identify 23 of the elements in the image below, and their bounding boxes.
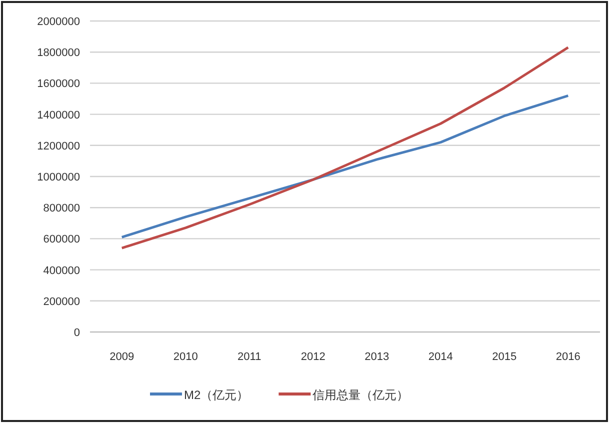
x-tick-label: 2016 — [556, 351, 580, 363]
y-tick-label: 400000 — [43, 264, 80, 277]
y-tick-label: 2000000 — [37, 16, 80, 28]
y-tick-label: 1000000 — [37, 172, 80, 184]
y-tick-label: 600000 — [43, 234, 80, 246]
y-tick-label: 800000 — [43, 202, 80, 215]
y-tick-label: 1200000 — [37, 140, 80, 152]
line-series — [120, 94, 570, 238]
line-series — [120, 46, 570, 250]
legend-label: 信用总量（亿元） — [312, 388, 409, 402]
y-tick-label: 1600000 — [37, 78, 80, 90]
x-tick-label: 2013 — [364, 351, 390, 363]
x-tick-label: 2011 — [238, 351, 262, 363]
x-tick-label: 2009 — [110, 351, 134, 363]
x-tick-label: 2015 — [492, 351, 517, 363]
y-tick-label: 200000 — [43, 296, 80, 308]
y-tick-label: 1800000 — [37, 47, 80, 60]
x-tick-label: 2012 — [300, 351, 326, 363]
y-tick-label: 1400000 — [37, 109, 80, 122]
x-tick-label: 2010 — [173, 351, 198, 363]
y-tick-label: 0 — [74, 327, 80, 339]
legend-label: M2（亿元） — [184, 388, 249, 402]
x-tick-label: 2014 — [428, 351, 453, 363]
